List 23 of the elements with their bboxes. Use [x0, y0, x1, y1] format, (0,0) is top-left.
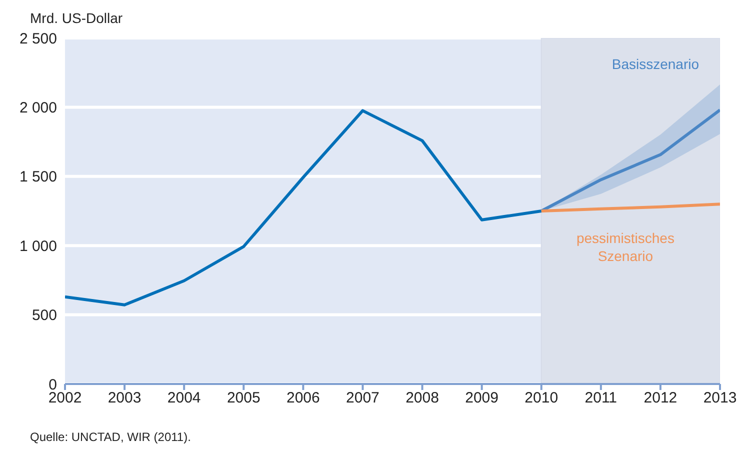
source-note: Quelle: UNCTAD, WIR (2011). [30, 430, 191, 444]
y-tick-label: 2 500 [19, 30, 57, 48]
x-tick-label: 2012 [644, 390, 678, 407]
x-tick-label: 2010 [524, 390, 558, 407]
x-tick-label: 2006 [286, 390, 320, 407]
x-tick-label: 2007 [346, 390, 380, 407]
line-series [540, 202, 720, 212]
y-tick-label: 500 [32, 307, 57, 324]
x-tick-label: 2003 [108, 390, 142, 407]
x-tick-label: 2011 [584, 390, 618, 407]
x-tick-label: 2005 [226, 390, 260, 407]
line-series [65, 109, 543, 306]
x-tick-label: 2008 [406, 390, 439, 407]
y-tick-label: 2 000 [19, 100, 57, 117]
y-tick-label: 1 500 [19, 168, 57, 186]
x-tick-label: 2013 [703, 390, 737, 407]
line-series [540, 108, 720, 212]
y-axis-title: Mrd. US-Dollar [30, 10, 123, 26]
y-tick-label: 1 000 [19, 238, 57, 255]
text: Basisszenario [610, 54, 700, 73]
x-tick-label: 2004 [167, 390, 201, 407]
x-tick-label: 2009 [465, 390, 499, 407]
series-label: pessimistisches Szenario [575, 228, 676, 265]
